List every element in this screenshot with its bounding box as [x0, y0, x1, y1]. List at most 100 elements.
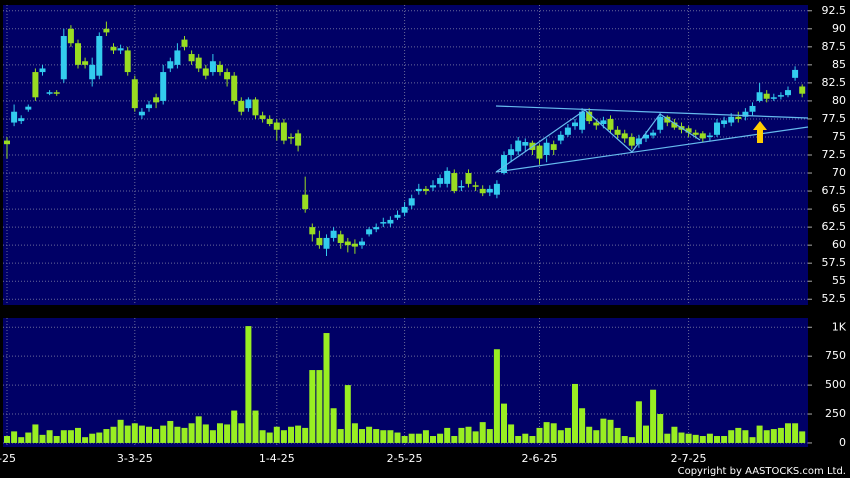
volume-bar: [607, 419, 614, 443]
volume-bar: [437, 433, 444, 443]
candle-body: [437, 178, 444, 184]
candle-body: [25, 106, 32, 110]
volume-bar: [493, 349, 500, 443]
candle-body: [692, 132, 699, 135]
volume-bar: [465, 426, 472, 443]
candle-body: [387, 219, 394, 224]
candle-body: [799, 86, 806, 94]
volume-bar: [600, 418, 607, 443]
candle-body: [742, 111, 749, 117]
candle-body: [763, 93, 770, 99]
volume-bar: [224, 424, 231, 443]
candle-body: [671, 122, 678, 128]
volume-bar: [706, 433, 713, 443]
candle-body: [699, 133, 706, 139]
volume-bar: [359, 429, 365, 443]
volume-bar: [422, 430, 429, 443]
candle-body: [103, 28, 110, 33]
candle-body: [309, 227, 316, 235]
candle-body: [728, 116, 735, 123]
candle-body: [628, 136, 635, 146]
volume-bar: [401, 436, 408, 443]
volume-bar: [323, 333, 330, 443]
candle-body: [430, 185, 436, 188]
candle-body: [280, 122, 287, 141]
candle-body: [288, 136, 294, 139]
volume-bar: [259, 430, 266, 443]
volume-bar: [53, 436, 60, 443]
y-tick-label: 77.5: [822, 112, 847, 125]
candle-body: [316, 237, 323, 246]
candle-body: [266, 118, 273, 124]
candle-body: [543, 142, 550, 155]
volume-bar: [181, 427, 188, 443]
volume-bar: [536, 427, 543, 443]
y-tick-label: 62.5: [822, 220, 847, 233]
candle-body: [75, 43, 81, 65]
volume-bar: [316, 370, 323, 443]
volume-bar: [550, 423, 557, 443]
candle-body: [96, 36, 103, 76]
volume-bar: [508, 424, 515, 443]
y-tick-label: 67.5: [822, 184, 847, 197]
volume-bar: [288, 426, 294, 443]
candle-body: [131, 79, 138, 109]
candle-body: [174, 50, 181, 65]
volume-bar: [245, 326, 252, 443]
volume-bar: [344, 385, 351, 443]
candle-body: [195, 57, 202, 69]
candle-body: [138, 111, 145, 116]
volume-bar: [501, 403, 507, 443]
y-tick-label: 90: [832, 22, 846, 35]
candle-body: [501, 155, 507, 174]
volume-bar: [18, 437, 25, 443]
candle-body: [259, 115, 266, 119]
y-tick-label: 75: [832, 130, 846, 143]
candle-body: [572, 122, 578, 127]
x-tick-label: 3-3-25: [117, 452, 153, 465]
volume-bar: [792, 423, 799, 443]
candle-body: [643, 134, 649, 139]
volume-bar: [579, 408, 586, 443]
trend-line: [495, 126, 809, 173]
volume-bar: [67, 430, 74, 443]
candle-body: [664, 116, 671, 123]
volume-bar: [75, 427, 81, 443]
volume-bar: [366, 426, 373, 443]
volume-bar: [394, 432, 401, 443]
volume-bar: [330, 408, 337, 443]
volume-bar: [337, 429, 344, 443]
candle-body: [756, 92, 763, 101]
mark-layer: [4, 21, 806, 443]
candle-body: [18, 118, 25, 122]
candle-body: [522, 142, 529, 146]
y-tick-label: 500: [825, 378, 846, 391]
volume-bar: [799, 431, 806, 443]
y-tick-label: 87.5: [822, 40, 847, 53]
volume-bar: [444, 427, 451, 443]
volume-bar: [543, 422, 550, 443]
volume-bar: [32, 424, 39, 443]
candle-body: [231, 75, 238, 101]
volume-bar: [777, 427, 784, 443]
volume-bar: [479, 422, 486, 443]
volume-bar: [699, 436, 706, 443]
candle-body: [124, 50, 131, 73]
candle-body: [685, 128, 692, 133]
candle-body: [302, 194, 309, 210]
candle-body: [735, 116, 742, 119]
candle-body: [217, 64, 223, 73]
volume-bar: [273, 426, 280, 443]
volume-bar: [217, 423, 223, 443]
candle-body: [67, 28, 74, 44]
volume-panel: [3, 318, 808, 447]
candle-body: [586, 111, 593, 122]
candle-body: [557, 134, 564, 141]
candle-body: [408, 198, 415, 206]
candle-body: [536, 145, 543, 159]
candle-body: [209, 61, 216, 73]
candle-body: [146, 104, 152, 109]
candle-body: [508, 149, 515, 155]
volume-bar: [153, 429, 160, 443]
